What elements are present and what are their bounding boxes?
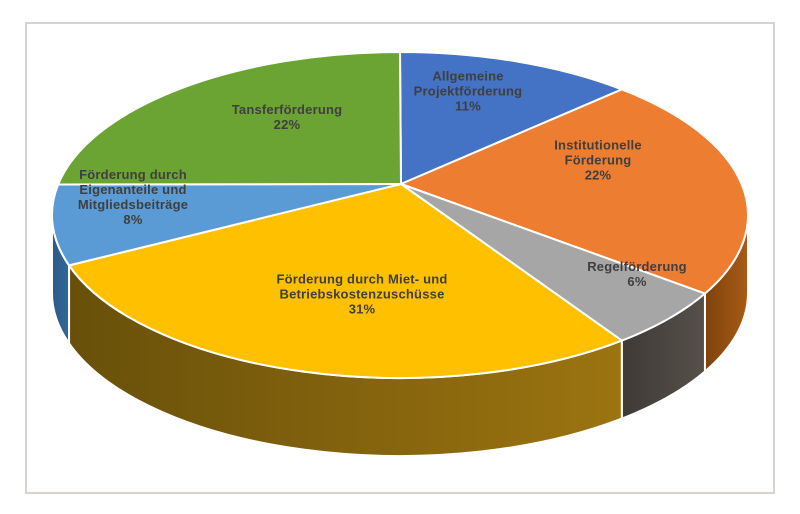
- pie-slice-institutionelle-foerderung: [400, 88, 749, 295]
- pie-slice-tansferfoerderung: [57, 51, 402, 186]
- pie-slice-foerderung-durch-eigenanteile-und-mitgliedsbeitraege: [51, 183, 402, 267]
- pie-slice-regelfoerderung: [400, 183, 706, 342]
- pie-slice-allgemeine-projektfoerderung: [399, 51, 623, 185]
